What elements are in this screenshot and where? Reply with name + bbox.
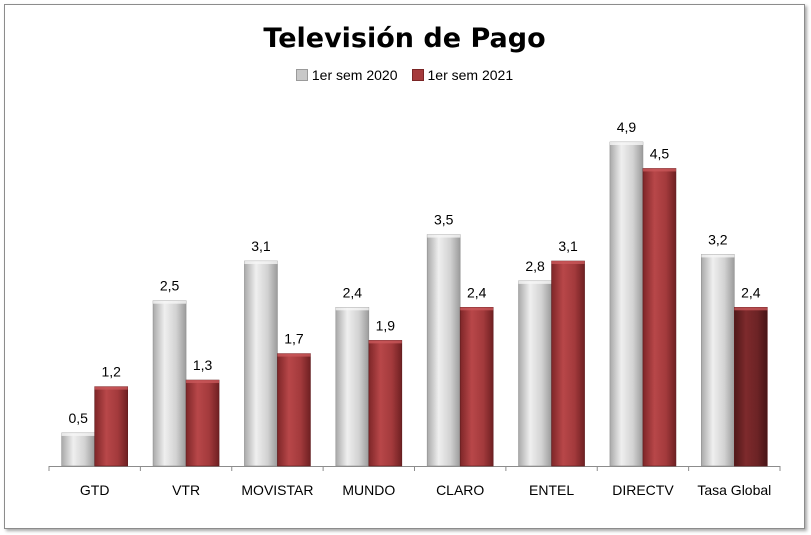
bar-cap-vtr-series-2 (186, 380, 220, 384)
value-label-claro-series-1: 3,5 (434, 212, 454, 228)
category-label-claro: CLARO (436, 482, 484, 498)
value-label-directv-series-2: 4,5 (650, 145, 670, 161)
category-label-movistar: MOVISTAR (241, 482, 313, 498)
bar-plot: 0,5 1,2 GTD 2,5 1,3 VTR 3,1 1,7 MOVISTAR 2,4 1,9 MU… (48, 119, 781, 498)
chart-title: Televisión de Pago (263, 23, 546, 54)
chart-frame: Televisión de Pago 1er sem 2020 1er sem … (4, 4, 805, 529)
value-label-vtr-series-2: 1,3 (193, 357, 213, 373)
bar-claro-series-2 (459, 307, 494, 467)
value-label-entel-series-1: 2,8 (525, 258, 545, 274)
bar-cap-mundo-series-1 (335, 307, 369, 311)
value-label-mundo-series-2: 1,9 (376, 317, 396, 333)
category-label-entel: ENTEL (529, 482, 574, 498)
bar-cap-entel-series-1 (518, 280, 552, 284)
bar-cap-movistar-series-2 (277, 353, 311, 357)
legend-label-2021: 1er sem 2021 (427, 67, 514, 83)
value-label-gtd-series-1: 0,5 (68, 410, 88, 426)
value-label-vtr-series-1: 2,5 (160, 278, 180, 294)
chart-legend: 1er sem 2020 1er sem 2021 (5, 67, 804, 83)
bar-movistar-series-1 (244, 260, 278, 467)
bar-vtr-series-1 (152, 300, 187, 467)
bar-directv-series-1 (609, 141, 644, 467)
bar-gtd-series-2 (94, 386, 128, 467)
category-label-tasa-global: Tasa Global (697, 482, 771, 498)
bar-gtd-series-1 (61, 432, 95, 467)
bar-tasa-global-series-2 (734, 307, 768, 467)
bar-movistar-series-2 (277, 353, 311, 467)
category-label-directv: DIRECTV (612, 482, 674, 498)
value-label-gtd-series-2: 1,2 (101, 364, 121, 380)
legend-item-2021: 1er sem 2021 (411, 67, 514, 83)
bar-cap-vtr-series-1 (153, 300, 187, 304)
bar-directv-series-2 (642, 168, 677, 467)
legend-swatch-2021 (411, 69, 424, 81)
value-label-movistar-series-1: 3,1 (251, 238, 271, 254)
bar-cap-directv-series-2 (642, 168, 676, 172)
bar-entel-series-2 (551, 260, 585, 467)
bar-tasa-global-series-1 (701, 254, 735, 467)
bar-cap-claro-series-2 (460, 307, 494, 311)
value-label-directv-series-1: 4,9 (617, 119, 637, 135)
bar-cap-entel-series-2 (551, 261, 585, 265)
value-label-tasa-global-series-1: 3,2 (708, 231, 728, 247)
bar-entel-series-1 (518, 280, 552, 467)
value-label-claro-series-2: 2,4 (467, 284, 487, 300)
value-label-mundo-series-1: 2,4 (343, 284, 363, 300)
bar-mundo-series-1 (335, 307, 370, 467)
legend-swatch-2020 (295, 69, 308, 81)
value-label-movistar-series-2: 1,7 (284, 331, 304, 347)
legend-item-2020: 1er sem 2020 (295, 67, 398, 83)
bar-mundo-series-2 (368, 340, 403, 467)
bar-cap-gtd-series-1 (61, 432, 95, 436)
legend-label-2020: 1er sem 2020 (311, 67, 398, 83)
category-label-mundo: MUNDO (342, 482, 395, 498)
bar-claro-series-1 (426, 234, 461, 467)
bar-cap-tasa-global-series-1 (701, 254, 735, 258)
value-label-entel-series-2: 3,1 (558, 238, 578, 254)
bar-cap-claro-series-1 (427, 234, 461, 238)
bar-cap-tasa-global-series-2 (734, 307, 768, 311)
bar-cap-gtd-series-2 (94, 386, 128, 390)
category-label-vtr: VTR (172, 482, 200, 498)
bar-cap-directv-series-1 (609, 142, 643, 145)
bar-cap-movistar-series-1 (244, 261, 278, 265)
bar-cap-mundo-series-2 (368, 340, 402, 344)
value-label-tasa-global-series-2: 2,4 (741, 284, 761, 300)
bar-vtr-series-2 (185, 379, 220, 467)
category-label-gtd: GTD (80, 482, 110, 498)
